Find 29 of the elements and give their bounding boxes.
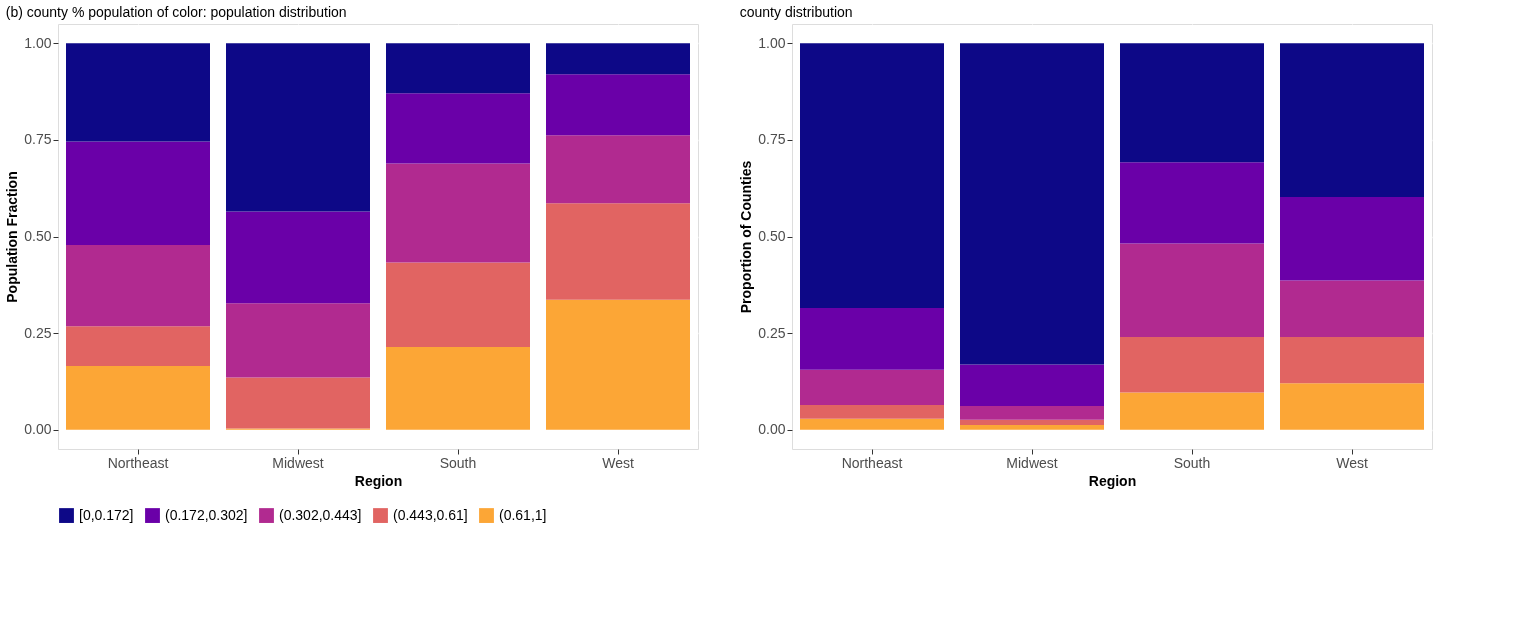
y-tick-label: 0.25 [24, 324, 52, 341]
chart-title: county distribution [739, 4, 853, 20]
y-tick-label: 0.25 [758, 324, 786, 341]
x-tick-label: Northeast [841, 454, 903, 471]
legend-label: (0.443,0.61] [393, 506, 468, 523]
x-tick-label: West [602, 454, 634, 471]
x-tick-label: South [1173, 454, 1211, 471]
x-tick-label: Midwest [272, 454, 324, 471]
x-tick-label: Northeast [107, 454, 169, 471]
y-tick-label: 0.50 [24, 228, 52, 244]
x-tick-label: West [1336, 454, 1368, 471]
y-tick-label: 0.75 [758, 131, 786, 148]
x-axis-title: Region [1088, 472, 1137, 489]
y-tick-label: 1.00 [24, 34, 52, 51]
chart-title: (b) county % population of color: population distribution [5, 4, 347, 20]
y-tick-label: 1.00 [758, 34, 786, 51]
legend-label: (0.61,1] [499, 506, 547, 523]
x-axis-title: Region [354, 472, 403, 489]
y-axis-title: Population Fraction [4, 171, 21, 303]
legend-label: (0.302,0.443] [279, 506, 362, 523]
y-axis-title: Proportion of Counties [738, 160, 755, 314]
y-tick-label: 0.50 [758, 228, 786, 244]
legend-label: (0.172,0.302] [165, 506, 248, 523]
y-tick-label: 0.00 [758, 421, 786, 438]
y-tick-label: 0.00 [24, 421, 52, 438]
y-tick-label: 0.75 [24, 131, 52, 148]
x-tick-label: Midwest [1006, 454, 1058, 471]
legend-label: [0,0.172] [79, 506, 134, 523]
x-tick-label: South [439, 454, 477, 471]
